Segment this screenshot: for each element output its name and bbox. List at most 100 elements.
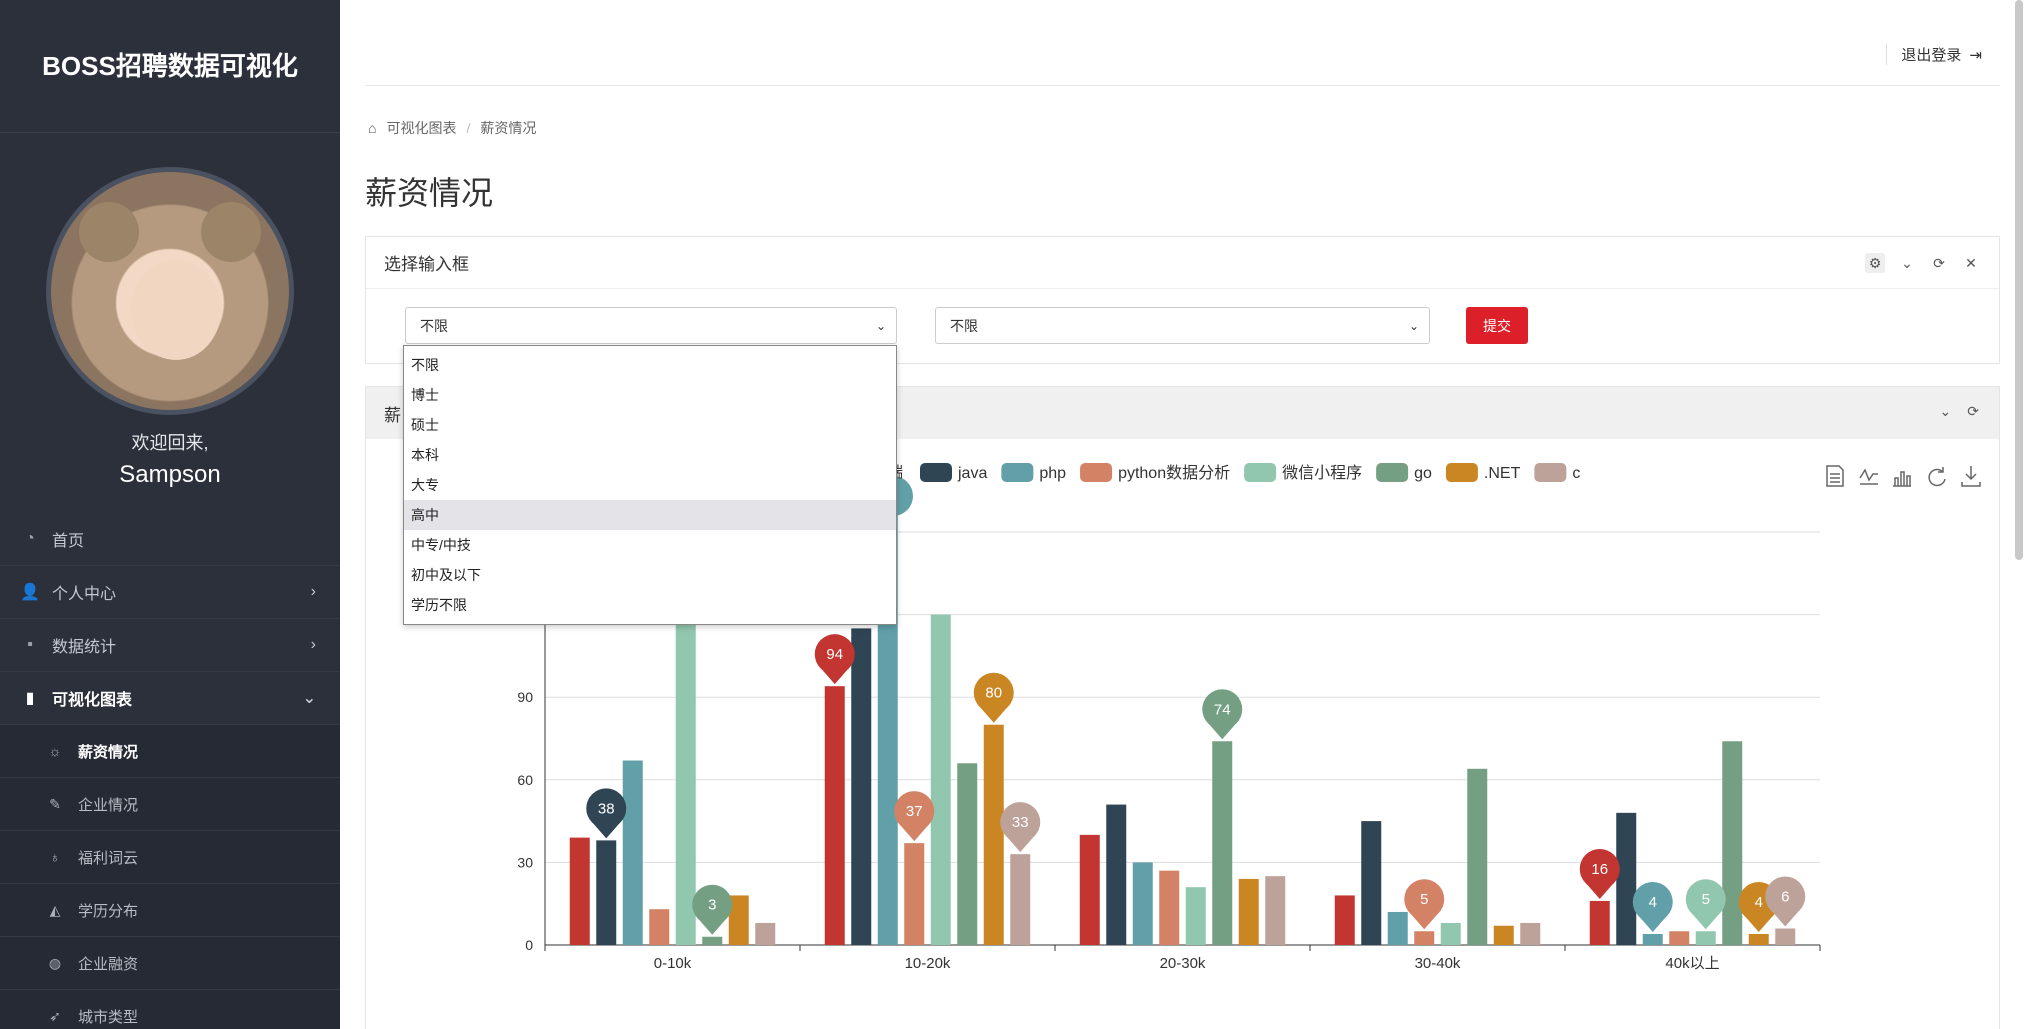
line-chart-icon[interactable] <box>1859 468 1878 485</box>
legend-swatch <box>1376 463 1409 482</box>
marker-label: 4 <box>1755 894 1763 911</box>
bar-chart-icon[interactable] <box>1893 471 1911 487</box>
sidebar-item-label: 数据统计 <box>52 639 117 656</box>
marker-label: 5 <box>1420 891 1428 908</box>
dropdown-option[interactable]: 大专 <box>411 477 439 493</box>
bar <box>1589 900 1610 945</box>
lightbulb-icon: ♁ <box>49 849 61 865</box>
second-select-value: 不限 <box>950 317 978 334</box>
bar <box>824 686 845 945</box>
sidebar-item-label: 学历分布 <box>78 902 139 920</box>
marker-pin <box>973 672 1014 713</box>
marker-label: 33 <box>1012 814 1029 831</box>
sidebar-item-label: 可视化图表 <box>52 692 133 709</box>
page-title: 薪资情况 <box>365 175 494 211</box>
bar <box>622 760 643 945</box>
marker-label: 16 <box>1591 861 1608 878</box>
legend-label: 微信小程序 <box>1282 464 1362 482</box>
grid-icon: ▪ <box>27 636 33 653</box>
dropdown-option[interactable]: 硕士 <box>411 417 439 433</box>
sidebar-item-personal[interactable]: 👤 个人中心 › <box>0 566 340 619</box>
data-view-icon[interactable] <box>1826 465 1844 487</box>
close-icon[interactable]: ✕ <box>1965 254 1977 271</box>
legend-label: java <box>957 465 987 482</box>
refresh-icon[interactable]: ⟳ <box>1933 254 1945 271</box>
sidebar-subitem-city[interactable]: ➶ 城市类型 <box>0 990 340 1029</box>
legend-label: go <box>1414 465 1432 482</box>
submit-button[interactable]: 提交 <box>1466 307 1528 344</box>
legend-swatch <box>1534 463 1567 482</box>
sidebar-subitem-financing[interactable]: ◍ 企业融资 <box>0 937 340 990</box>
restore-icon[interactable] <box>1928 467 1946 487</box>
user-icon: 👤 <box>20 584 40 601</box>
education-dropdown: 不限 博士 硕士 本科 大专 高中 中专/中技 初中及以下 学历不限 <box>403 345 897 625</box>
gear-icon[interactable]: ⚙ <box>1865 253 1885 273</box>
graduation-cap-icon: ◭ <box>49 901 61 918</box>
sidebar-item-label: 薪资情况 <box>78 743 139 761</box>
home-icon: ⌂ <box>368 120 377 136</box>
dropdown-option-highlighted[interactable]: 高中 <box>404 500 896 530</box>
sidebar-item-label: 个人中心 <box>52 586 117 603</box>
sidebar-item-charts[interactable]: ▮ 可视化图表 ⌄ <box>0 672 340 725</box>
marker-label: 80 <box>985 685 1002 702</box>
dropdown-option[interactable]: 中专/中技 <box>411 537 471 553</box>
marker-label: 5 <box>1702 891 1710 908</box>
marker-pin <box>586 788 627 829</box>
bar <box>1748 933 1769 945</box>
sidebar-item-label: 企业融资 <box>78 955 139 973</box>
bar <box>596 840 617 945</box>
sidebar: BOSS招聘数据可视化 欢迎回来, Sampson ◔ 首页 👤 个人中心 › … <box>0 0 340 1029</box>
x-tick-label: 0-10k <box>654 955 692 972</box>
refresh-icon[interactable]: ⟳ <box>1967 403 1979 419</box>
sidebar-subitem-company[interactable]: ✎ 企业情况 <box>0 778 340 831</box>
marker-pin <box>692 884 733 925</box>
collapse-icon[interactable]: ⌄ <box>1939 403 1952 419</box>
breadcrumb-root[interactable]: 可视化图表 <box>386 120 457 136</box>
logout-button[interactable]: 退出登录 ⇥ <box>1886 44 1982 65</box>
legend-label: .NET <box>1484 465 1521 482</box>
sidebar-subitem-wordcloud[interactable]: ♁ 福利词云 <box>0 831 340 884</box>
sidebar-item-label: 企业情况 <box>78 796 139 814</box>
bar <box>649 909 670 945</box>
bar <box>1775 928 1796 945</box>
bar <box>851 628 872 945</box>
education-select-value: 不限 <box>420 317 448 334</box>
education-select[interactable]: 不限 ⌄ <box>405 307 897 344</box>
sidebar-subitem-education[interactable]: ◭ 学历分布 <box>0 884 340 937</box>
marker-label: 3 <box>708 897 716 914</box>
sidebar-item-label: 城市类型 <box>78 1008 139 1026</box>
bar <box>1695 931 1716 945</box>
second-select[interactable]: 不限 ⌄ <box>935 307 1430 344</box>
dashboard-icon: ◔ <box>25 530 35 547</box>
bar <box>1493 925 1514 945</box>
chevron-right-icon: › <box>310 583 316 600</box>
sidebar-subitem-salary[interactable]: ☼ 薪资情况 <box>0 725 340 778</box>
marker-pin <box>1685 879 1726 920</box>
legend-label: python数据分析 <box>1118 464 1230 482</box>
bar <box>1722 741 1743 945</box>
dropdown-option[interactable]: 博士 <box>411 387 439 403</box>
logout-label: 退出登录 <box>1901 47 1962 64</box>
collapse-icon[interactable]: ⌄ <box>1901 254 1913 271</box>
dropdown-option[interactable]: 学历不限 <box>411 597 467 613</box>
legend-swatch <box>1445 463 1478 482</box>
marker-pin <box>894 791 935 832</box>
dropdown-option[interactable]: 不限 <box>411 357 439 373</box>
top-bar: 退出登录 ⇥ <box>365 0 2000 86</box>
bar <box>1238 878 1259 945</box>
basketball-icon: ◍ <box>48 954 62 971</box>
sidebar-item-stats[interactable]: ▪ 数据统计 › <box>0 619 340 672</box>
marker-pin <box>1579 848 1620 889</box>
legend-swatch <box>920 463 952 482</box>
bar <box>1334 895 1355 945</box>
download-icon[interactable] <box>1961 466 1981 487</box>
scrollbar[interactable] <box>2015 0 2023 560</box>
dropdown-option[interactable]: 本科 <box>411 447 439 463</box>
feather-icon: ✎ <box>49 795 61 812</box>
y-tick-label: 60 <box>517 772 533 788</box>
marker-label: 38 <box>598 800 615 817</box>
marker-label: 6 <box>1781 888 1789 905</box>
sidebar-item-home[interactable]: ◔ 首页 <box>0 513 340 566</box>
marker-label: 74 <box>1214 701 1231 718</box>
dropdown-option[interactable]: 初中及以下 <box>411 567 481 583</box>
